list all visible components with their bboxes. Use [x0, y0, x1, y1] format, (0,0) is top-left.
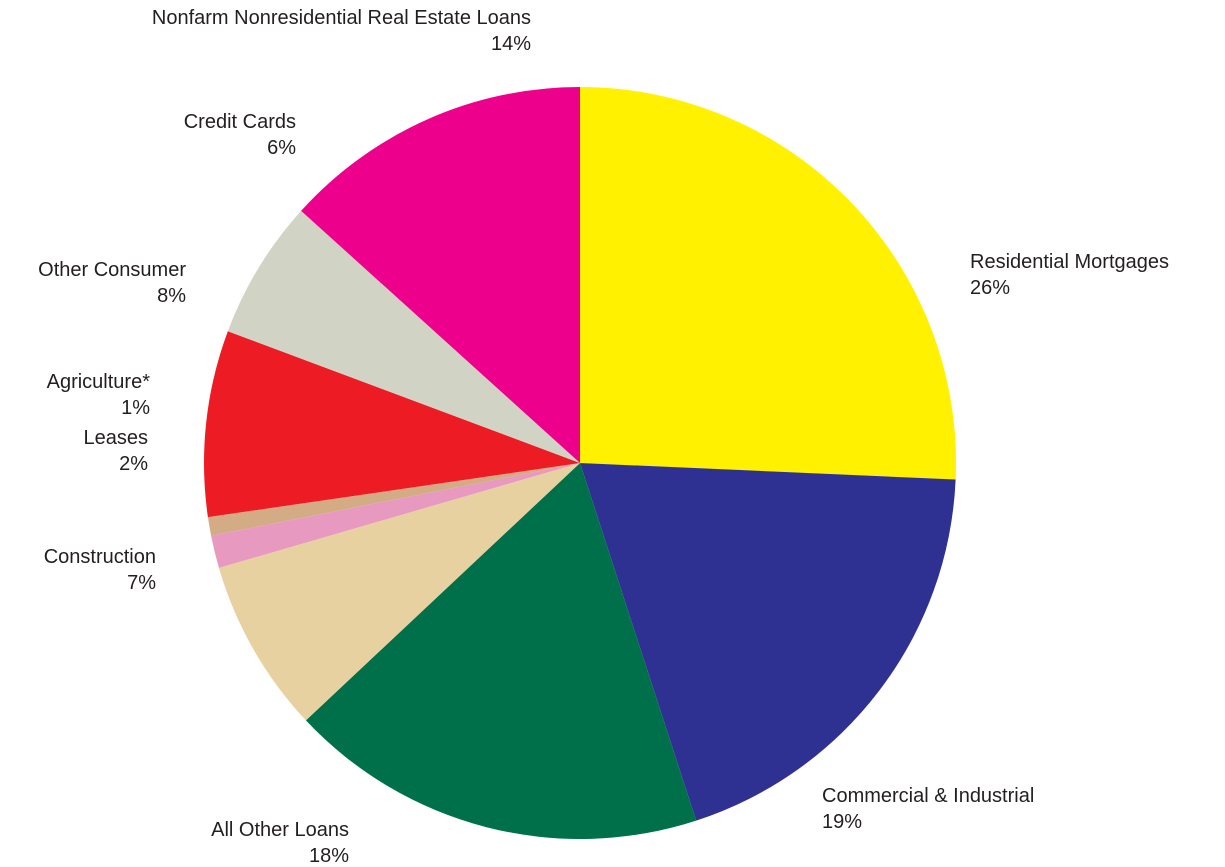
slice-label-other-consumer: Other Consumer: [38, 259, 186, 281]
pie-slice-commercial-industrial: [580, 463, 956, 821]
slice-label-agriculture: Agriculture*: [47, 371, 151, 393]
pie-slice-credit-cards: [227, 210, 581, 463]
slice-label-all-other-loans: All Other Loans: [211, 819, 349, 841]
slice-percent-agriculture: 1%: [121, 397, 150, 419]
slice-label-leases: Leases: [84, 427, 149, 449]
pie-slice-agriculture: [207, 463, 581, 536]
slice-percent-nonfarm-nonresidential-real-estate-loans: 14%: [491, 33, 531, 55]
slice-label-construction: Construction: [44, 546, 156, 568]
slice-percent-commercial-industrial: 19%: [822, 811, 862, 833]
slice-percent-all-other-loans: 18%: [309, 845, 349, 867]
slice-label-nonfarm-nonresidential-real-estate-loans: Nonfarm Nonresidential Real Estate Loans: [152, 7, 531, 29]
slice-percent-other-consumer: 8%: [157, 285, 186, 307]
pie-slice-all-other-loans: [305, 463, 697, 840]
slice-label-residential-mortgages: Residential Mortgages: [970, 251, 1169, 273]
pie-slice-other-consumer: [204, 331, 580, 518]
slice-percent-construction: 7%: [127, 572, 156, 594]
pie-slices: [204, 86, 957, 840]
slice-percent-credit-cards: 6%: [267, 137, 296, 159]
slice-label-credit-cards: Credit Cards: [184, 111, 296, 133]
slice-label-commercial-industrial: Commercial & Industrial: [822, 785, 1034, 807]
pie-slice-construction: [218, 463, 580, 721]
pie-labels: Residential Mortgages 26% Commercial & Ind…: [38, 7, 1169, 867]
slice-percent-leases: 2%: [119, 453, 148, 475]
pie-slice-residential-mortgages: [580, 87, 957, 480]
slice-percent-residential-mortgages: 26%: [970, 277, 1010, 299]
pie-slice-leases: [211, 463, 581, 568]
pie-slice-nonfarm-nonresidential-real-estate-loans: [301, 86, 580, 463]
